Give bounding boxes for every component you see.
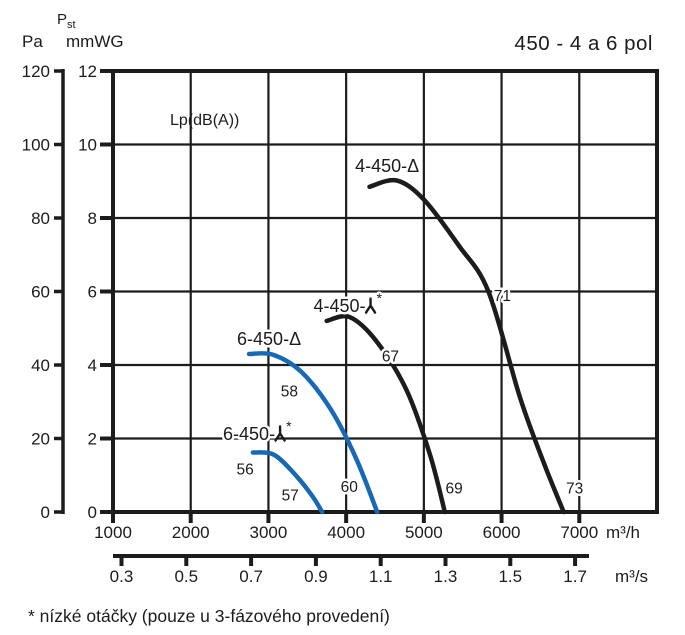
pa-tick-label: 40 (31, 356, 50, 375)
grid-layer (111, 69, 659, 514)
pa-tick-label: 120 (22, 62, 50, 81)
pa-tick-label: 0 (41, 503, 50, 522)
pa-tick-label: 80 (31, 209, 50, 228)
m3s-tick-label: 1.1 (369, 567, 393, 586)
curve-labels-layer: 71 73 4-450-Δ 67 69 4-450- * 58 60 6-450-Δ 56 57 6-4… (221, 154, 586, 508)
m3h-tick-label: 3000 (250, 523, 288, 542)
db-level-label: 73 (566, 480, 583, 497)
pst-symbol-main: P (57, 11, 67, 28)
curve-4-450-D (delta) (367, 177, 566, 515)
m3s-tick-label: 1.5 (498, 567, 522, 586)
mmwg-tick-label: 8 (88, 209, 97, 228)
pa-tick-label: 20 (31, 430, 50, 449)
db-level-label: 58 (281, 384, 298, 401)
pa-unit-label: Pa (22, 32, 43, 51)
m3h-tick-label: 7000 (560, 523, 598, 542)
pa-tick-label: 60 (31, 283, 50, 302)
mmwg-tick-label: 6 (88, 283, 97, 302)
mmwg-tick-label: 0 (88, 503, 97, 522)
m3s-tick-label: 0.7 (239, 567, 263, 586)
wye-connection-icon (274, 425, 286, 442)
m3s-tick-label: 0.5 (174, 567, 198, 586)
pa-tick-label: 100 (22, 136, 50, 155)
pst-symbol-subscript: st (67, 19, 76, 31)
curves-layer (246, 177, 566, 515)
m3s-tick-label: 1.3 (434, 567, 458, 586)
mmwg-tick-label: 12 (78, 62, 97, 81)
db-level-label: 60 (341, 479, 359, 496)
m3h-tick-label: 5000 (405, 523, 443, 542)
mmwg-tick-label: 10 (78, 136, 97, 155)
curve-name-label: 4-450- (314, 296, 366, 316)
noise-level-annotation: Lp(dB(A)) (170, 112, 239, 129)
wye-connection-icon (364, 297, 377, 314)
m3h-tick-label: 2000 (172, 523, 210, 542)
m3s-tick-label: 1.7 (563, 567, 587, 586)
db-level-label: 67 (382, 349, 399, 366)
mmwg-tick-label: 4 (88, 356, 97, 375)
curve-name-label: 6-450- (223, 424, 275, 444)
m3s-unit-label: m³/s (615, 567, 648, 586)
footnote: * nízké otáčky (pouze u 3-fázového prove… (28, 606, 390, 626)
db-level-label: 71 (494, 288, 511, 305)
db-level-label: 57 (282, 488, 299, 505)
plot-border (111, 69, 659, 514)
m3h-unit-label: m³/h (606, 523, 640, 542)
curve-name-label: 6-450-Δ (237, 329, 301, 349)
m3h-tick-label: 6000 (483, 523, 521, 542)
curve-4-450-Y* (star, low speed) (324, 313, 448, 515)
low-speed-asterisk: * (286, 418, 292, 434)
db-level-label: 69 (446, 480, 463, 497)
pst-axis-symbol: Pst (57, 11, 76, 31)
curve-6-450-D (delta) (246, 350, 380, 515)
m3h-tick-label: 1000 (94, 523, 132, 542)
m3s-tick-label: 0.9 (304, 567, 328, 586)
curve-6-450-Y* (star, low speed) (250, 450, 325, 515)
m3h-tick-label: 4000 (327, 523, 365, 542)
mmwg-tick-label: 2 (88, 430, 97, 449)
m3s-tick-label: 0.3 (110, 567, 134, 586)
db-level-label: 56 (236, 462, 253, 479)
mmwg-unit-label: mmWG (66, 32, 124, 51)
page-title: 450 - 4 a 6 pol (514, 32, 653, 55)
curve-name-label: 4-450-Δ (355, 156, 419, 176)
low-speed-asterisk: * (377, 290, 383, 306)
